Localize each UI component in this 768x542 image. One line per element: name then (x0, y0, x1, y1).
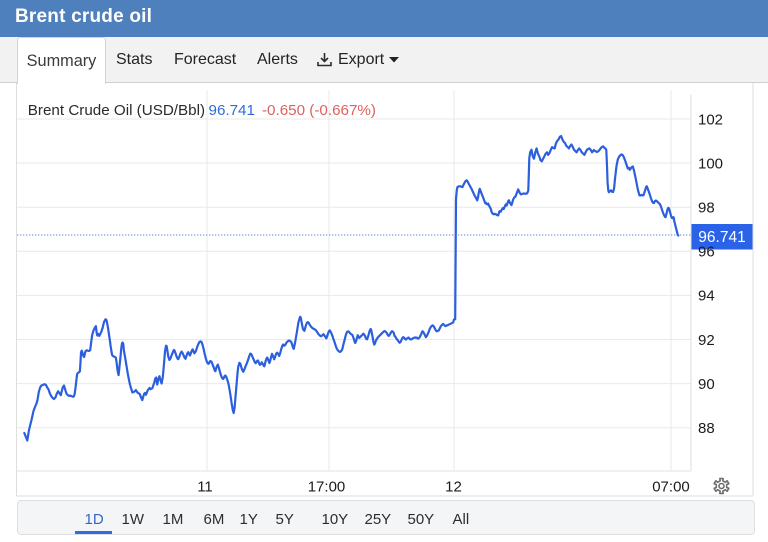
svg-text:90: 90 (698, 376, 715, 393)
svg-text:Brent Crude Oil (USD/Bbl): Brent Crude Oil (USD/Bbl) (28, 102, 205, 119)
svg-text:07:00: 07:00 (652, 479, 690, 496)
svg-text:-0.650 (-0.667%): -0.650 (-0.667%) (262, 102, 376, 119)
svg-text:102: 102 (698, 111, 723, 128)
svg-text:88: 88 (698, 420, 715, 437)
svg-text:96.741: 96.741 (209, 102, 255, 119)
svg-text:96.741: 96.741 (698, 229, 745, 246)
svg-text:100: 100 (698, 155, 723, 172)
svg-text:17:00: 17:00 (308, 479, 346, 496)
svg-text:11: 11 (197, 479, 213, 496)
svg-text:98: 98 (698, 200, 715, 217)
svg-text:94: 94 (698, 288, 715, 305)
svg-text:96: 96 (698, 244, 715, 261)
svg-text:92: 92 (698, 332, 715, 349)
svg-text:12: 12 (445, 479, 462, 496)
